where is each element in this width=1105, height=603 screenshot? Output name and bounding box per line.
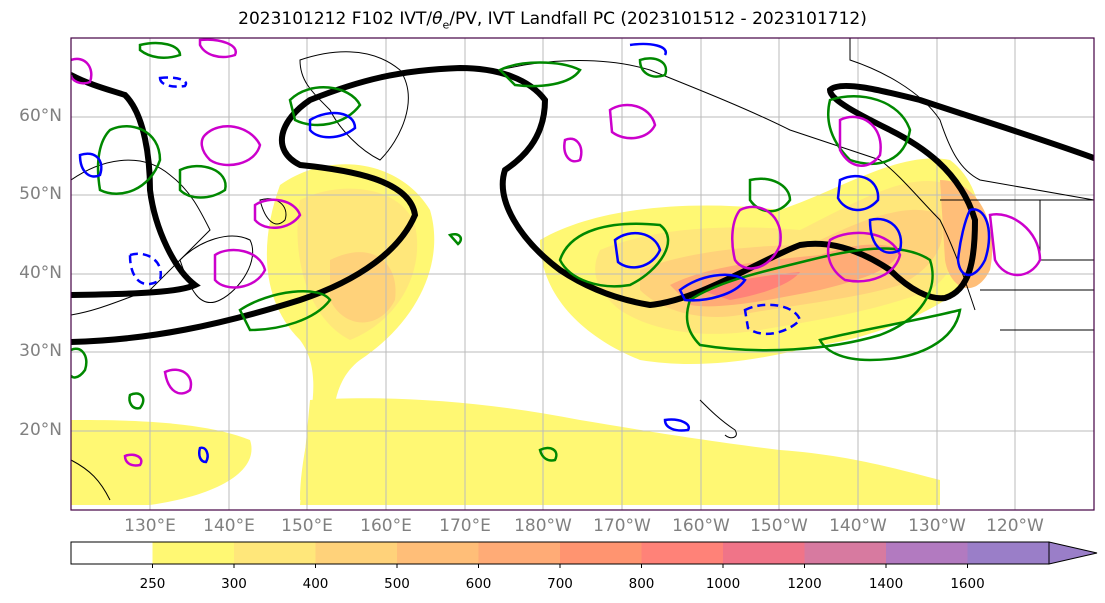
pv-positive-contours [71,38,1042,467]
colorbar-segment [397,542,479,564]
colorbar-tick-label: 1400 [868,576,904,592]
lon-label-150e: 150°E [281,516,333,536]
colorbar-tick-label: 1000 [705,576,741,592]
ivt-pc-contours [71,41,962,462]
ivt-colorbar [70,541,1098,568]
colorbar-tick-label: 500 [384,576,410,592]
colorbar-tick-label: 300 [221,576,247,592]
colorbar-segment [967,542,1050,564]
lon-label-170w: 170°W [593,516,651,536]
colorbar-tick-label: 1600 [950,576,985,592]
colorbar-tick-label: 600 [465,576,492,592]
colorbar-segment [723,542,805,564]
lon-label-130e: 130°E [124,516,176,536]
map-frame [70,37,1095,511]
colorbar-tick-label: 1200 [787,576,822,592]
lat-label-50n: 50°N [19,184,62,204]
lon-label-120w: 120°W [986,516,1044,536]
map-title: 2023101212 F102 IVT/θe/PV, IVT Landfall … [238,9,867,32]
colorbar-segment [234,542,316,564]
lon-label-140e: 140°E [203,516,255,536]
lon-label-160w: 160°W [672,516,730,536]
colorbar-tick-label: 400 [302,576,329,592]
colorbar-segment [315,542,398,564]
lon-label-150w: 150°W [750,516,808,536]
lon-label-170e: 170°E [439,516,491,536]
colorbar-segment [804,542,887,564]
colorbar-tick-label: 800 [628,576,655,592]
pv-negative-contours [78,42,991,464]
lat-label-20n: 20°N [19,420,62,440]
colorbar-tick-label: 250 [139,576,166,592]
lat-label-40n: 40°N [19,263,62,283]
colorbar-segment [71,542,153,564]
colorbar-extend-arrow [1048,541,1098,565]
lon-label-130w: 130°W [908,516,966,536]
colorbar-segment [560,542,642,564]
colorbar-segment [641,542,724,564]
lon-label-180w: 180°W [514,516,572,536]
lon-label-140w: 140°W [829,516,887,536]
lat-label-60n: 60°N [19,106,62,126]
colorbar-segment [886,542,968,564]
lat-label-30n: 30°N [19,341,62,361]
theta-e-contour [71,64,1094,345]
colorbar-segment [478,542,561,564]
colorbar-segment [152,542,235,564]
lon-label-160e: 160°E [360,516,412,536]
colorbar-tick-label: 700 [547,576,573,592]
